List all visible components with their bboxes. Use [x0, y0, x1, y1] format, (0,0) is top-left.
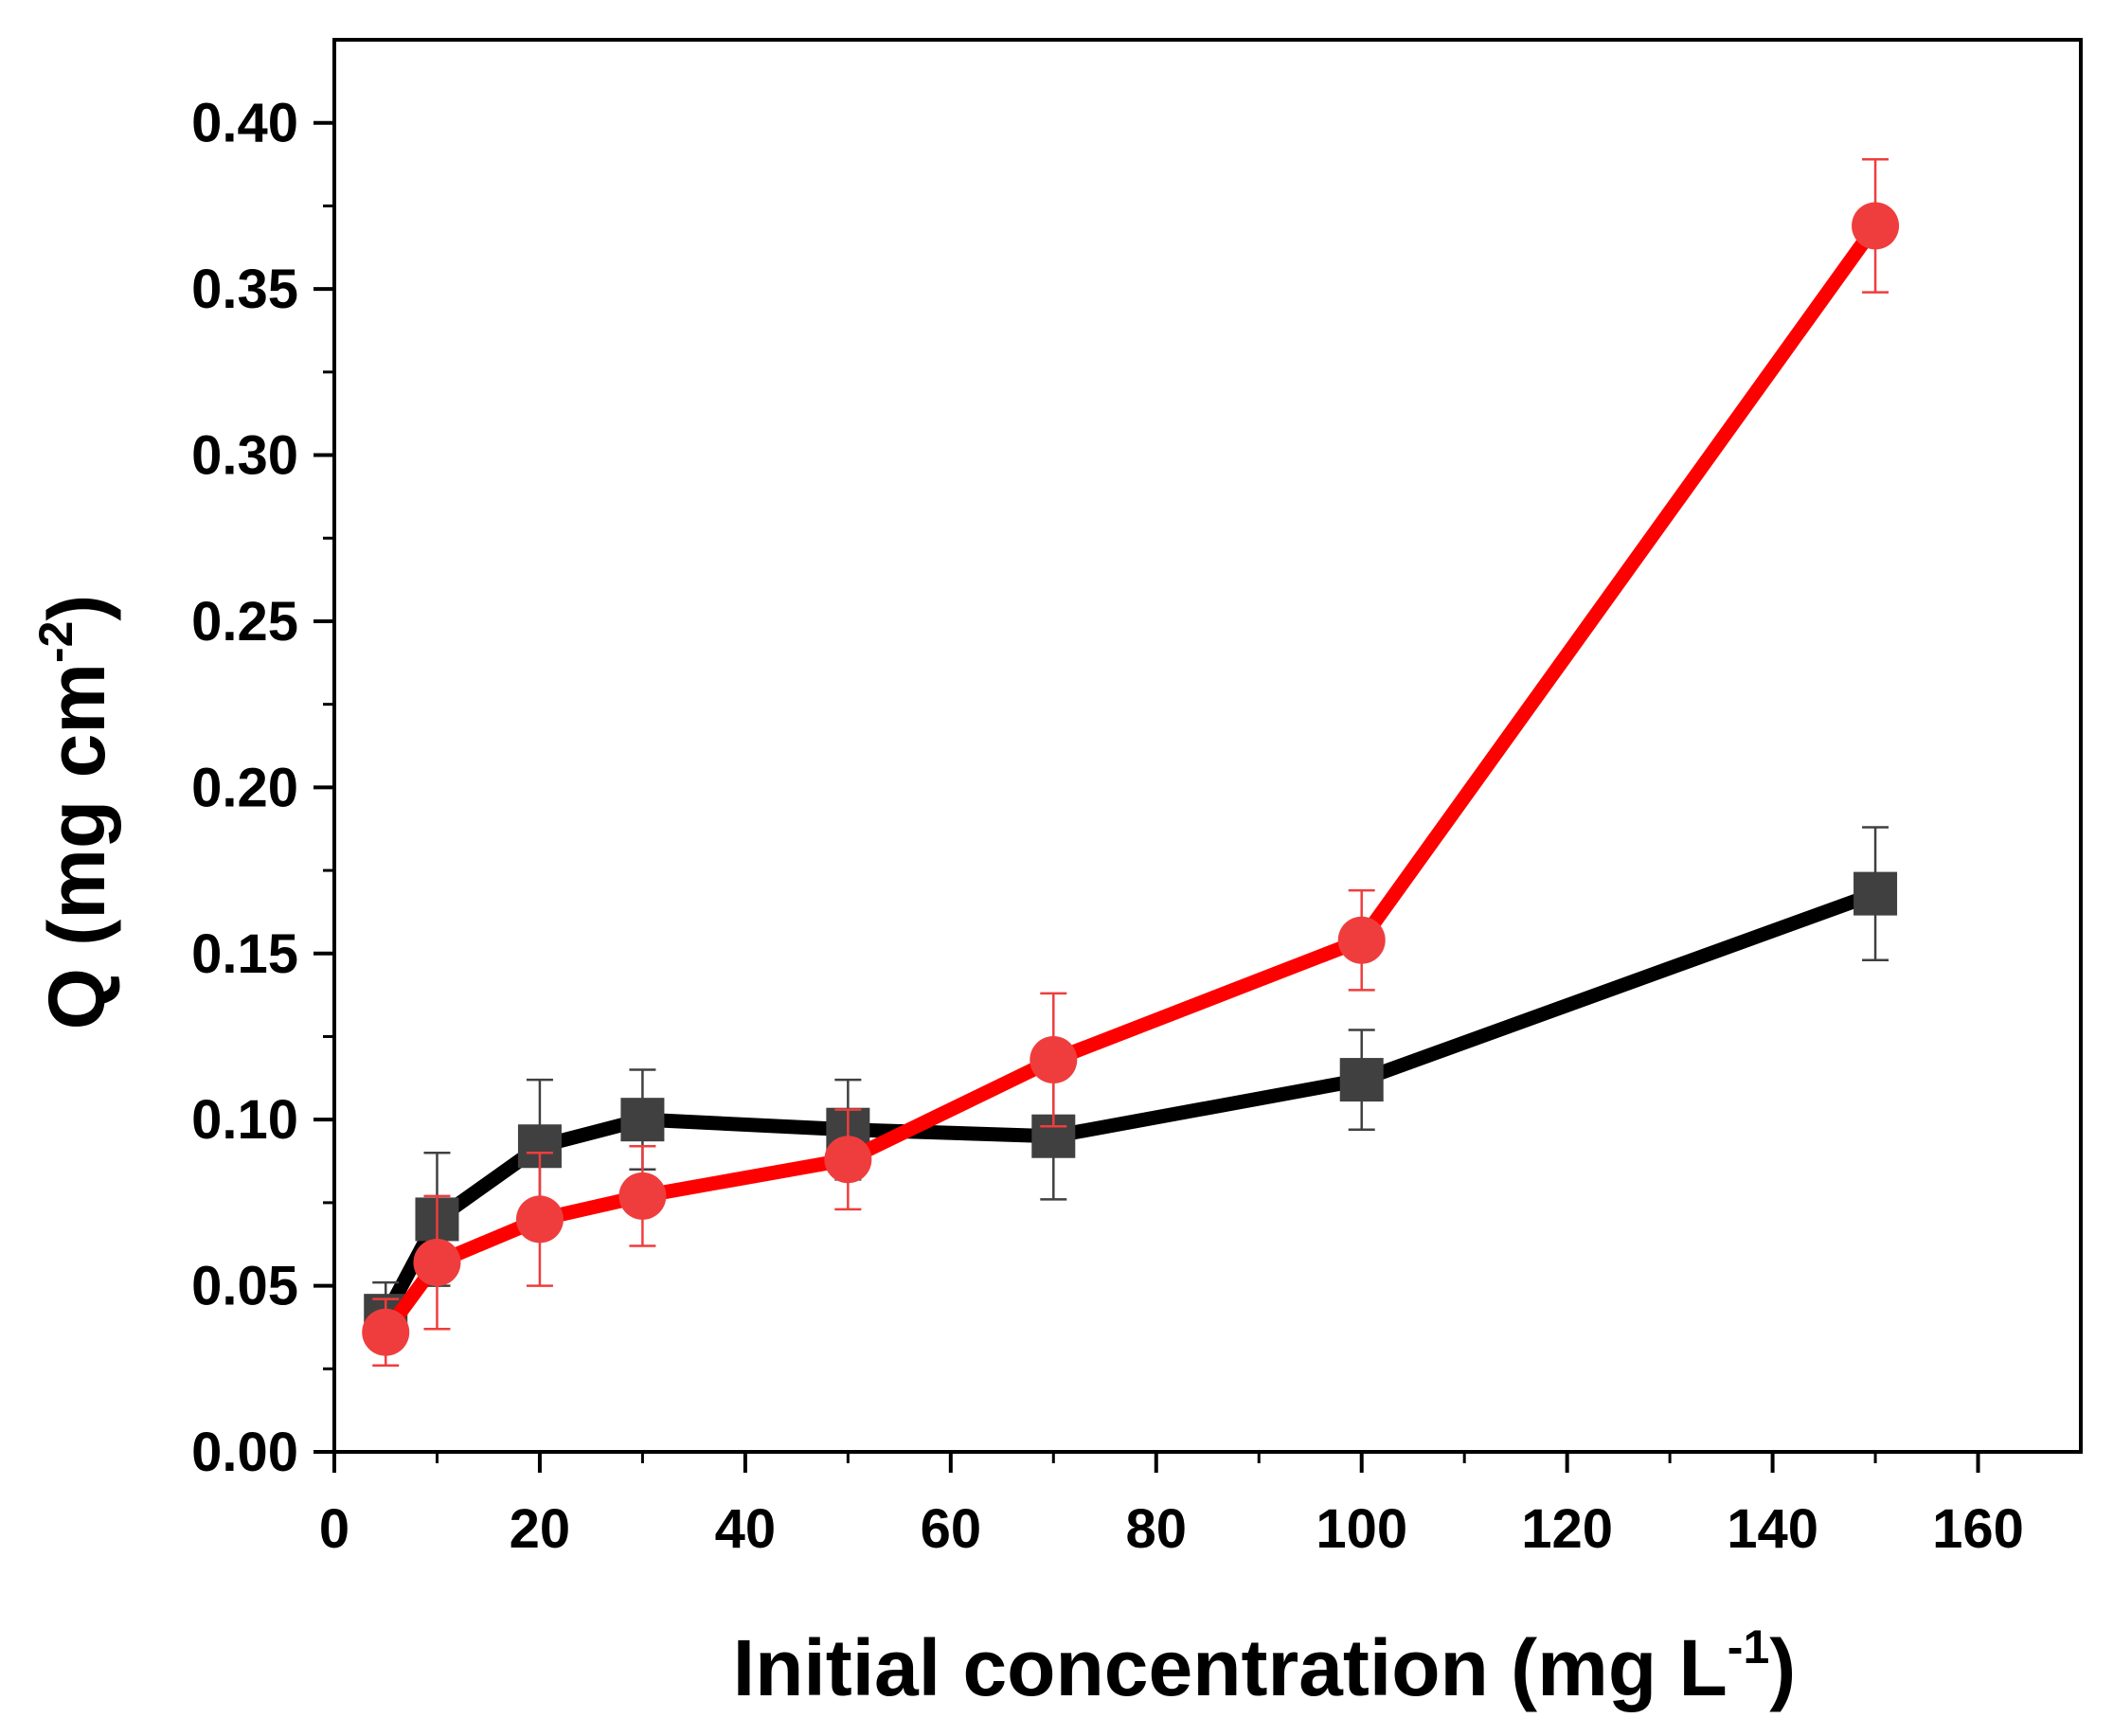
y-tick-label: 0.30	[191, 425, 298, 487]
x-tick-label: 80	[1126, 1498, 1188, 1560]
minor-ticks	[323, 204, 1877, 1463]
y-axis-title-superscript: -2	[29, 621, 82, 663]
data-point-circle	[824, 1136, 872, 1184]
x-tick-label: 160	[1932, 1498, 2024, 1560]
x-tick-label: 120	[1521, 1498, 1613, 1560]
data-point-circle	[1030, 1036, 1078, 1084]
y-tick-label: 0.20	[191, 757, 298, 818]
data-point-circle	[413, 1239, 461, 1287]
y-tick-label: 0.00	[191, 1422, 298, 1483]
data-point-square	[620, 1098, 665, 1142]
data-point-square	[1339, 1058, 1384, 1102]
series-layer	[362, 158, 1900, 1368]
data-point-circle	[618, 1172, 667, 1220]
data-point-circle	[362, 1308, 410, 1356]
x-tick-label: 0	[319, 1498, 349, 1560]
data-point-square	[1853, 871, 1898, 916]
y-tick-label: 0.40	[191, 93, 298, 154]
x-axis-title-suffix: )	[1769, 1623, 1796, 1712]
x-tick-label: 60	[921, 1498, 982, 1560]
x-axis-title: Initial concentration (mg L-1)	[733, 1620, 1797, 1712]
y-tick-label: 0.05	[191, 1256, 298, 1317]
x-tick-label: 140	[1727, 1498, 1818, 1560]
data-point-circle	[1852, 202, 1900, 250]
y-tick-label: 0.15	[191, 923, 298, 985]
data-point-circle	[1337, 916, 1386, 964]
y-axis-title: Q (mg cm-2)	[29, 595, 121, 1030]
x-tick-label: 100	[1316, 1498, 1407, 1560]
y-tick-label: 0.35	[191, 259, 298, 320]
x-tick-labels: 0 20 40 60 80 100 120 140 160	[319, 1498, 2024, 1560]
data-point-circle	[515, 1195, 564, 1244]
y-tick-label: 0.25	[191, 591, 298, 653]
plot-frame	[332, 38, 2083, 1454]
major-ticks	[313, 120, 1980, 1473]
x-axis-title-superscript: -1	[1728, 1620, 1769, 1673]
series-line	[378, 218, 1883, 1340]
y-tick-label: 0.10	[191, 1089, 298, 1151]
y-axis-title-suffix: )	[32, 595, 121, 621]
x-axis-title-text: Initial concentration (mg L	[733, 1623, 1728, 1712]
y-axis-title-text: Q (mg cm	[32, 663, 121, 1029]
x-tick-label: 40	[715, 1498, 777, 1560]
series-line	[378, 886, 1883, 1323]
y-tick-labels: 0.00 0.05 0.10 0.15 0.20 0.25 0.30 0.35 0.40	[191, 93, 298, 1483]
series-red-circles	[362, 158, 1900, 1368]
x-tick-label: 20	[510, 1498, 571, 1560]
series-black-squares	[364, 826, 1898, 1351]
